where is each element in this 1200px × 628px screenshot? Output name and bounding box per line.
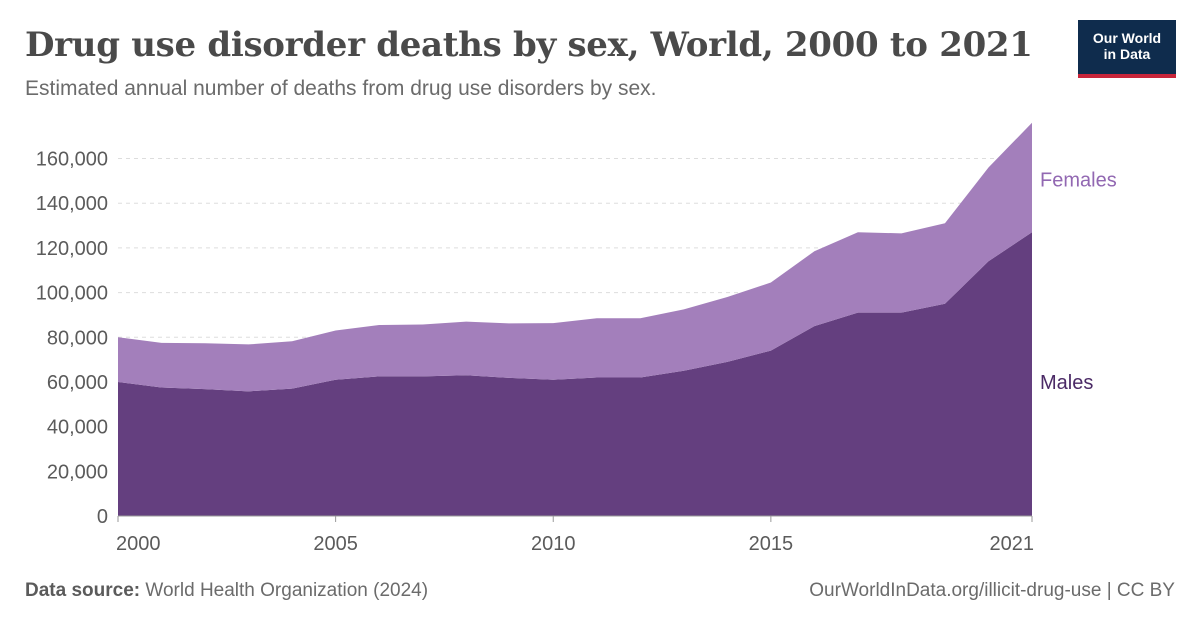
logo-line-2: in Data — [1103, 46, 1151, 62]
chart-title: Drug use disorder deaths by sex, World, … — [25, 25, 1033, 65]
y-tick-label: 160,000 — [36, 149, 108, 171]
y-tick-label: 60,000 — [47, 372, 108, 394]
x-tick-label: 2015 — [749, 533, 794, 555]
y-tick-label: 20,000 — [47, 461, 108, 483]
x-tick-label: 2000 — [116, 533, 161, 555]
area-males[interactable] — [118, 232, 1032, 516]
area-females[interactable] — [118, 122, 1032, 392]
data-source-label: Data source: — [25, 580, 141, 601]
y-tick-label: 0 — [97, 506, 108, 528]
y-tick-label: 120,000 — [36, 238, 108, 260]
data-source: Data source: World Health Organization (… — [25, 578, 428, 604]
x-tick-label: 2010 — [531, 533, 576, 555]
source-url-link[interactable]: OurWorldInData.org/illicit-drug-use | CC… — [809, 580, 1175, 601]
chart-subtitle: Estimated annual number of deaths from d… — [25, 77, 657, 100]
x-tick-label: 2005 — [313, 533, 358, 555]
y-tick-label: 100,000 — [36, 283, 108, 305]
series-label-females: Females — [1040, 170, 1117, 192]
owid-logo[interactable]: Our World in Data — [1078, 20, 1176, 78]
data-source-text: World Health Organization (2024) — [145, 580, 429, 601]
y-tick-label: 140,000 — [36, 193, 108, 215]
axes: 0 20,000 40,000 60,000 80,000 100,000 120,000 1… — [36, 149, 1034, 555]
series-labels: Males Females — [1040, 170, 1117, 394]
area-series — [118, 122, 1032, 516]
series-label-males: Males — [1040, 372, 1093, 394]
y-tick-label: 40,000 — [47, 417, 108, 439]
y-tick-label: 80,000 — [47, 327, 108, 349]
x-tick-label: 2021 — [990, 533, 1035, 555]
logo-line-1: Our World — [1092, 30, 1162, 46]
